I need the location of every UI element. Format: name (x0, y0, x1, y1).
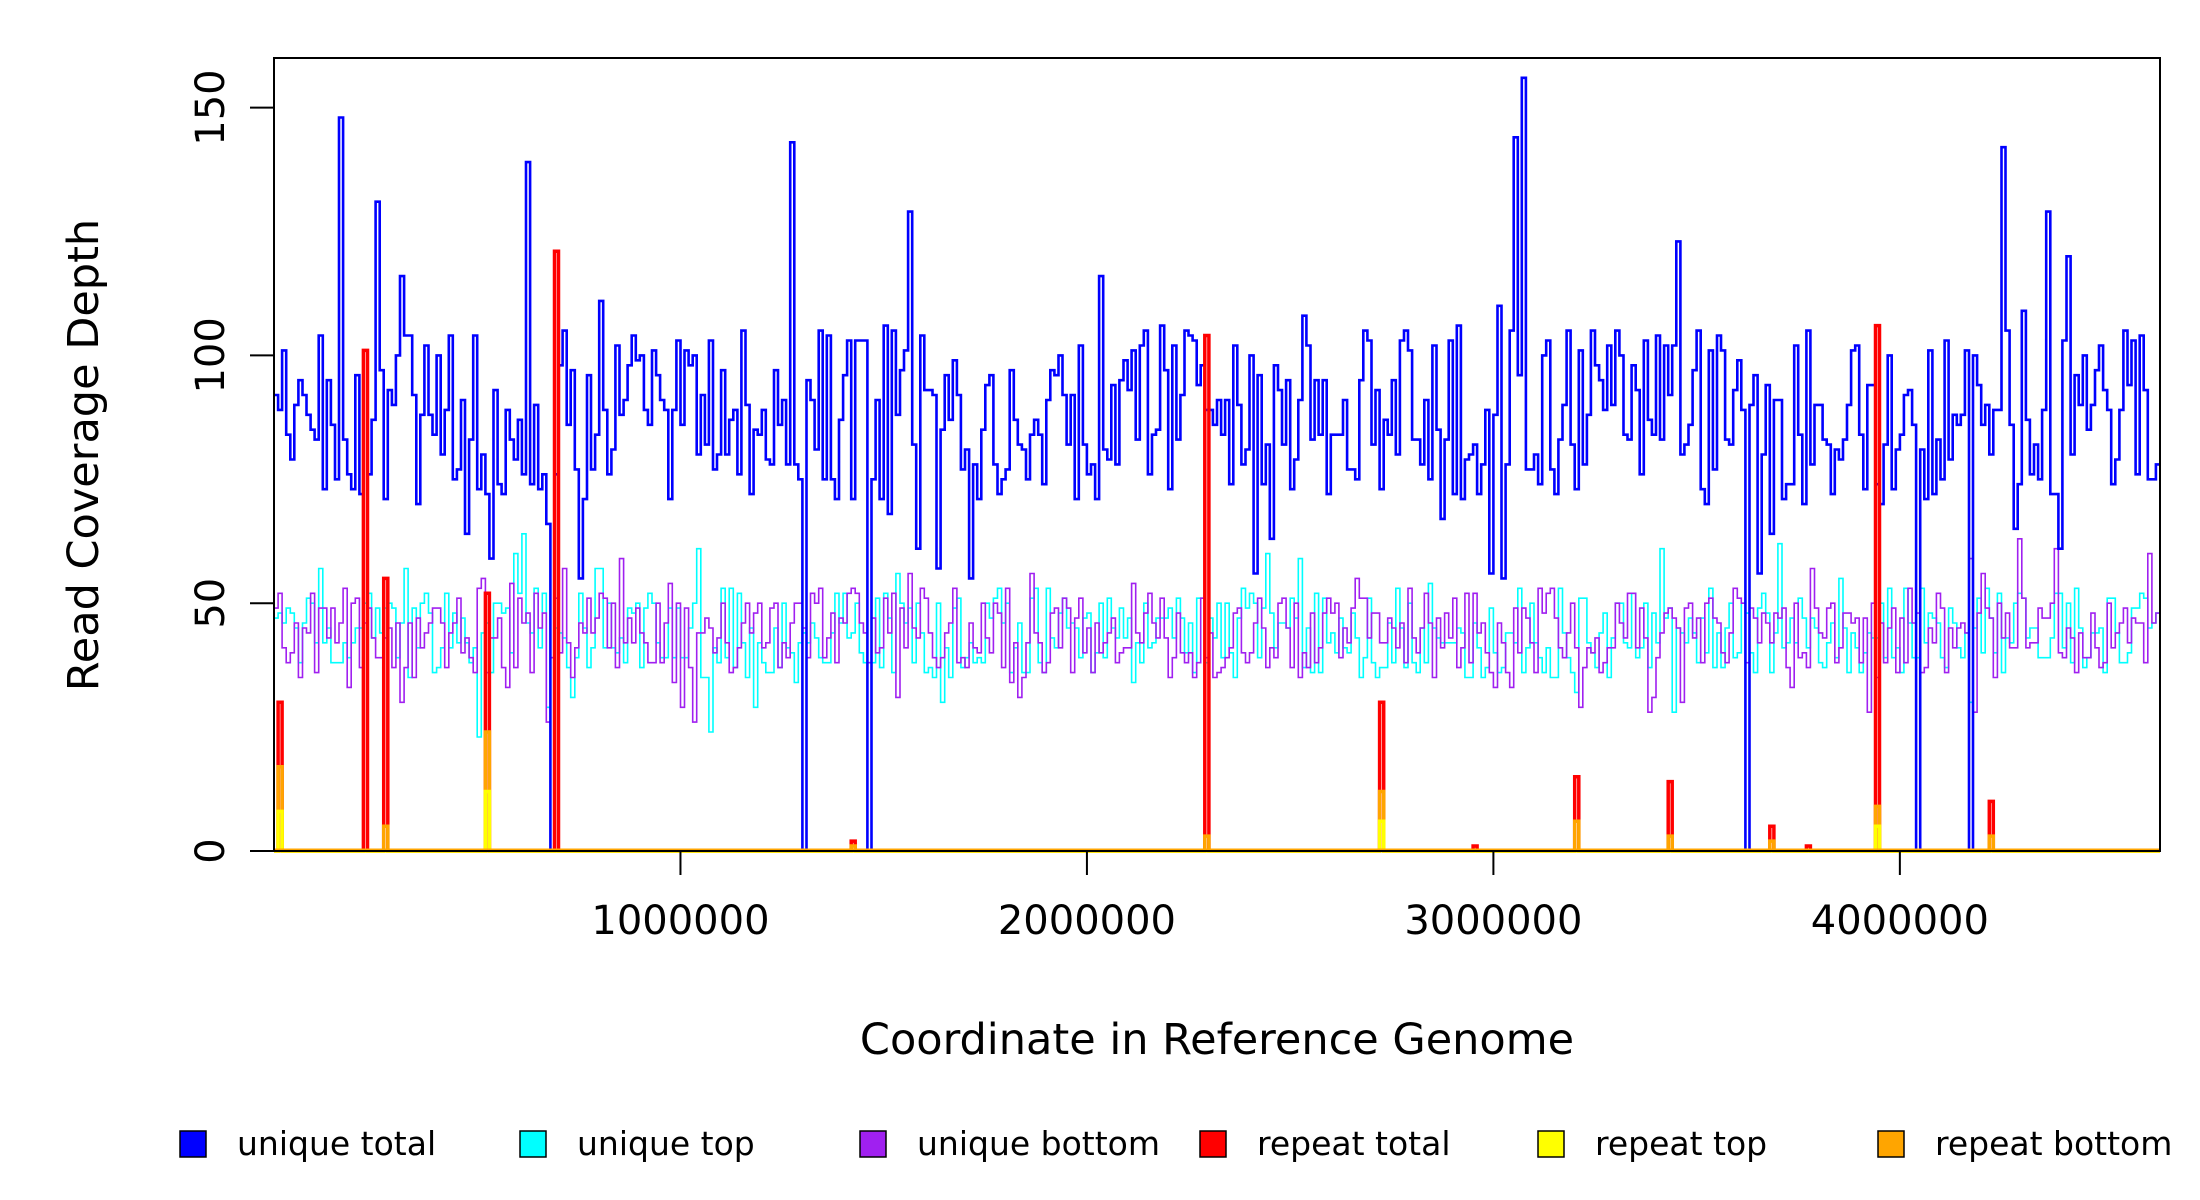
legend-swatch-repeat-top (1537, 1130, 1565, 1158)
legend-label-repeat-top: repeat top (1595, 1124, 1767, 1163)
x-tick-label: 1000000 (591, 898, 769, 944)
x-tick-label: 2000000 (998, 898, 1176, 944)
y-tick-label: 150 (188, 69, 234, 145)
legend-label-repeat-bottom: repeat bottom (1935, 1124, 2172, 1163)
x-tick-label: 3000000 (1404, 898, 1582, 944)
legend-swatch-unique-bottom (859, 1130, 887, 1158)
legend-label-repeat-total: repeat total (1257, 1124, 1451, 1163)
y-tick-label: 100 (188, 317, 234, 393)
axes-layer: 0 50 100 150 1000000 2000000 3000000 4000000 (188, 69, 1989, 944)
legend: unique total unique top unique bottom repea… (179, 1124, 2172, 1163)
legend-label-unique-total: unique total (237, 1124, 436, 1163)
x-axis-label: Coordinate in Reference Genome (860, 1015, 1574, 1065)
legend-swatch-repeat-total (1199, 1130, 1227, 1158)
y-tick-label: 0 (188, 838, 234, 863)
series-line-unique-bottom (274, 538, 2160, 723)
legend-label-unique-top: unique top (577, 1124, 755, 1163)
legend-swatch-repeat-bottom (1877, 1130, 1905, 1158)
legend-label-unique-bottom: unique bottom (917, 1124, 1160, 1163)
legend-swatch-unique-top (519, 1130, 547, 1158)
y-tick-label: 50 (188, 578, 234, 629)
x-tick-label: 4000000 (1811, 898, 1989, 944)
series-line-unique-top (274, 533, 2160, 738)
legend-swatch-unique-total (179, 1130, 207, 1158)
y-axis-label: Read Coverage Depth (59, 219, 109, 691)
